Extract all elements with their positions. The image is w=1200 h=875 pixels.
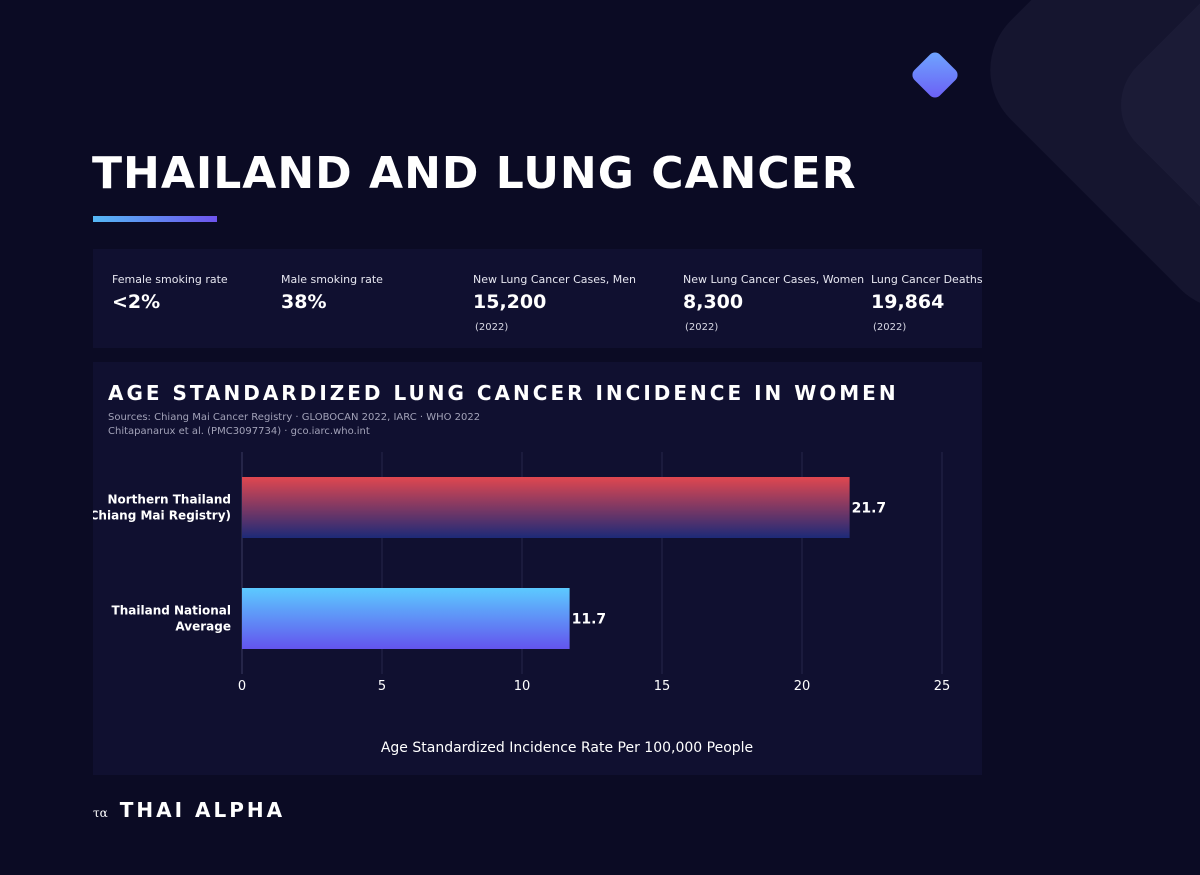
bar xyxy=(242,588,570,649)
chart-source-line-1: Sources: Chiang Mai Cancer Registry · GL… xyxy=(108,412,481,423)
chart-source-line-2: Chitapanarux et al. (PMC3097734) · gco.i… xyxy=(108,426,370,437)
chart-panel: AGE STANDARDIZED LUNG CANCER INCIDENCE I… xyxy=(93,362,982,775)
chart-title: AGE STANDARDIZED LUNG CANCER INCIDENCE I… xyxy=(108,381,899,405)
stat-label: Female smoking rate xyxy=(112,273,228,286)
stat-value: 38% xyxy=(281,291,327,313)
stat-value: <2% xyxy=(112,291,161,313)
stat-value: 8,300 xyxy=(683,291,744,313)
stat-new-cases-men: New Lung Cancer Cases, Men 15,200 (2022) xyxy=(473,273,636,333)
x-axis-title: Age Standardized Incidence Rate Per 100,… xyxy=(381,740,753,756)
category-label: (Chiang Mai Registry) xyxy=(93,509,231,523)
stat-label: Male smoking rate xyxy=(281,273,383,286)
x-tick-label: 10 xyxy=(514,679,531,694)
stat-value: 15,200 xyxy=(473,291,547,313)
stat-note: (2022) xyxy=(873,322,907,333)
stat-label: New Lung Cancer Cases, Women xyxy=(683,273,865,286)
page-title: THAILAND AND LUNG CANCER xyxy=(92,148,857,199)
x-tick-label: 15 xyxy=(654,679,671,694)
stat-female-smoking: Female smoking rate <2% xyxy=(112,273,228,313)
stats-panel: Female smoking rate <2% Male smoking rat… xyxy=(93,249,983,348)
stat-label: New Lung Cancer Cases, Men xyxy=(473,273,636,286)
stat-note: (2022) xyxy=(685,322,719,333)
stat-new-cases-women: New Lung Cancer Cases, Women 8,300 (2022… xyxy=(683,273,864,333)
category-label: Northern Thailand xyxy=(107,493,231,507)
category-label: Average xyxy=(175,620,231,634)
stat-label: Lung Cancer Deaths xyxy=(871,273,983,286)
title-underline xyxy=(93,216,217,222)
background-decoration xyxy=(961,0,1200,339)
bar-value-label: 21.7 xyxy=(852,501,887,517)
diamond-logo-icon xyxy=(909,49,961,101)
x-tick-label: 0 xyxy=(238,679,246,694)
background-decoration-inner xyxy=(1098,0,1200,282)
x-tick-label: 5 xyxy=(378,679,386,694)
bar-value-label: 11.7 xyxy=(572,612,607,628)
x-tick-label: 25 xyxy=(934,679,951,694)
stat-value: 19,864 xyxy=(871,291,945,313)
stat-male-smoking: Male smoking rate 38% xyxy=(281,273,383,313)
brand-mark-icon: τα xyxy=(93,806,108,820)
bar xyxy=(242,477,850,538)
bar-chart: 0 5 10 15 20 25 21.7 Northern Thailand (Chiang M… xyxy=(93,452,951,756)
stat-note: (2022) xyxy=(475,322,509,333)
stat-lung-cancer-deaths: Lung Cancer Deaths 19,864 (2022) xyxy=(871,273,983,333)
x-tick-label: 20 xyxy=(794,679,811,694)
category-label: Thailand National xyxy=(112,604,231,618)
footer-logo: τα THAI ALPHA xyxy=(93,798,285,822)
brand-name: THAI ALPHA xyxy=(119,798,286,822)
